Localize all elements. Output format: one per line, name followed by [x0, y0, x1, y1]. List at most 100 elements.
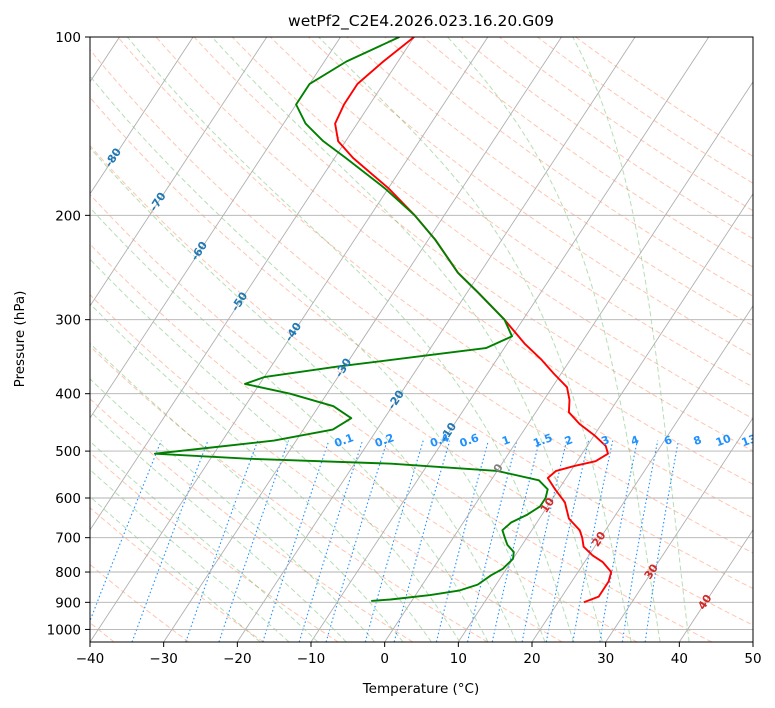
mixing-ratio-line: [131, 440, 209, 642]
moist-adiabats: [90, 37, 690, 642]
x-tick-label: 40: [671, 651, 688, 667]
y-tick-label: 300: [55, 313, 81, 329]
plot-area: -100-90-80-70-60-50-40-30-20-10102030400…: [16, 37, 775, 642]
y-tick-label: 1000: [47, 622, 81, 638]
moist-adiabat: [90, 378, 376, 642]
inline-labels: -100-90-80-70-60-50-40-30-20-10102030400…: [16, 46, 775, 612]
isotherm-label: -60: [188, 239, 210, 263]
mixing-ratio-line: [325, 440, 388, 642]
dewpoint-profile: [153, 37, 549, 602]
isotherm-label: -50: [229, 289, 251, 313]
dry-adiabat: [193, 37, 753, 452]
isotherm-line: [457, 192, 753, 642]
chart-title: wetPf2_C2E4.2026.023.16.20.G09: [288, 12, 554, 31]
dry-adiabat: [90, 507, 264, 642]
dry-adiabat: [498, 37, 753, 212]
isotherm-label: -30: [332, 356, 354, 380]
isotherm-line: [752, 641, 753, 642]
y-tick-label: 400: [55, 387, 81, 403]
moist-adiabat: [90, 75, 546, 642]
y-axis-label: Pressure (hPa): [12, 291, 28, 388]
mixing-ratio-label: 3: [600, 433, 612, 448]
dry-adiabat: [346, 37, 753, 327]
moist-adiabat: [318, 37, 632, 642]
isotherm-line: [90, 37, 489, 642]
dry-adiabat: [90, 96, 753, 590]
moist-adiabat: [90, 303, 432, 642]
isotherm-label: 40: [695, 592, 714, 612]
dry-adiabat: [384, 37, 753, 297]
mixing-ratio-label: 16: [762, 432, 775, 450]
mixing-ratio-label: 6: [662, 433, 674, 448]
x-tick-label: 20: [523, 651, 540, 667]
isotherm-line: [531, 305, 753, 642]
isotherm-label: -20: [385, 388, 407, 412]
isotherm-line: [678, 529, 753, 642]
mixing-ratio-line: [572, 440, 614, 642]
mixing-ratio-line: [364, 440, 424, 642]
mixing-ratio-label: 0.1: [333, 431, 356, 450]
isotherm-line: [90, 37, 341, 419]
mixing-ratio-label: 0.4: [428, 431, 451, 450]
isotherm-line: [236, 37, 636, 642]
moist-adiabat: [90, 410, 347, 642]
moist-adiabat: [572, 37, 690, 642]
isotherm-line: [384, 81, 753, 642]
moist-adiabat: [211, 37, 603, 642]
mixing-ratio-label: 4: [629, 433, 641, 448]
y-tick-label: 900: [55, 595, 81, 611]
mixing-ratio-line: [435, 440, 489, 642]
isotherm-label: -40: [282, 320, 304, 344]
x-tick-label: −20: [223, 651, 252, 667]
y-tick-label: 100: [55, 30, 81, 46]
isotherm-line: [90, 37, 415, 531]
x-tick-label: 0: [380, 651, 389, 667]
isobar-gridlines: [90, 37, 753, 630]
mixing-ratio-label: 13: [740, 432, 759, 449]
dry-adiabat: [90, 398, 414, 642]
mixing-ratio-line: [599, 440, 638, 642]
isotherm-label: 30: [642, 561, 661, 581]
dry-adiabat: [308, 37, 753, 357]
mixing-ratio-label: 1.5: [531, 431, 554, 450]
y-tick-label: 200: [55, 208, 81, 224]
mixing-ratio-line: [644, 440, 679, 642]
mixing-ratio-line: [466, 440, 518, 642]
y-tick-label: 600: [55, 491, 81, 507]
mixing-ratio-label: 0.6: [458, 431, 481, 450]
sounding-profiles: [153, 37, 613, 604]
y-tick-label: 500: [55, 444, 81, 460]
x-tick-label: 30: [597, 651, 614, 667]
dry-adiabat: [90, 144, 753, 626]
mixing-ratio-label: 0.2: [373, 431, 396, 450]
y-tick-label: 700: [55, 531, 81, 547]
mixing-ratio-line: [298, 440, 364, 642]
isotherm-label: -90: [64, 92, 86, 116]
isotherm-label: -100: [16, 46, 42, 76]
plot-frame: [89, 36, 754, 643]
mixing-ratio-label: 10: [714, 432, 733, 450]
dry-adiabat: [575, 37, 753, 157]
dry-adiabat: [90, 345, 488, 642]
y-tick-label: 800: [55, 565, 81, 581]
dry-adiabat: [231, 37, 753, 420]
moist-adiabat: [90, 440, 319, 642]
isotherm-gridlines: [90, 37, 753, 642]
isotherm-line: [163, 37, 562, 642]
x-tick-label: 10: [450, 651, 467, 667]
dry-adiabat: [90, 49, 753, 554]
mixing-ratio-line: [521, 440, 568, 642]
x-tick-label: −10: [297, 651, 326, 667]
dry-adiabat: [270, 37, 753, 388]
mixing-ratio-line: [393, 440, 451, 642]
x-axis-label: Temperature (°C): [362, 681, 480, 697]
x-axis: −40 −30 −20 −10 0 10 20 30 40 50: [76, 642, 762, 667]
dry-adiabat: [460, 37, 753, 240]
isotherm-line: [310, 37, 710, 642]
dry-adiabat: [155, 37, 753, 485]
mixing-ratio-label: 2: [563, 433, 575, 448]
moist-adiabat: [447, 37, 661, 642]
isotherm-line: [605, 417, 753, 642]
moist-adiabat: [90, 258, 461, 642]
